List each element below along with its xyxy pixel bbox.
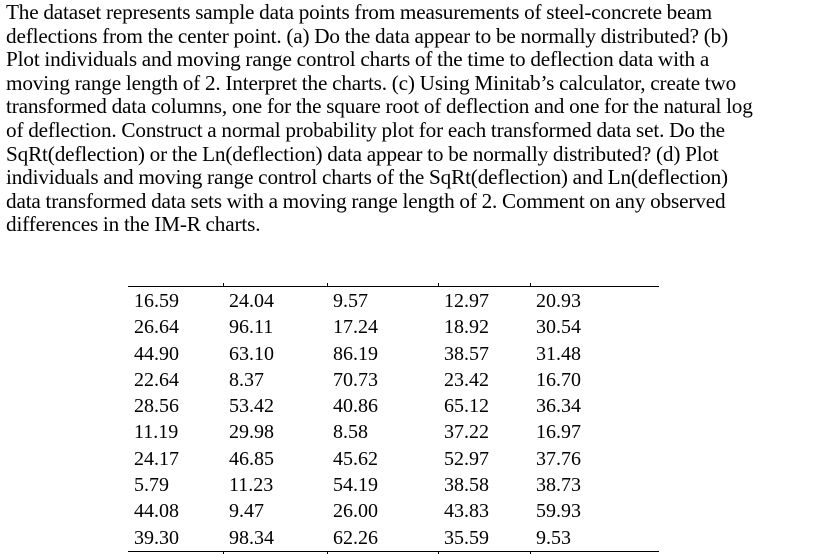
column-divider-tick — [223, 283, 224, 286]
table-row: 5.79 11.23 54.19 38.58 38.73 — [128, 472, 665, 498]
table-cell: 20.93 — [536, 290, 581, 312]
table-cell: 45.62 — [333, 447, 378, 470]
table-cell: 8.37 — [229, 368, 264, 391]
column-divider-tick — [327, 283, 328, 286]
table-cell: 44.08 — [134, 500, 179, 523]
table-cell: 11.23 — [229, 474, 274, 497]
table-row: 22.64 8.37 70.73 23.42 16.70 — [128, 367, 665, 393]
table-cell: 98.34 — [229, 526, 274, 549]
table-row: 24.17 46.85 45.62 52.97 37.76 — [128, 446, 665, 472]
table-cell: 22.64 — [134, 368, 179, 391]
table-cell: 30.54 — [536, 316, 581, 339]
table-cell: 29.98 — [229, 421, 274, 444]
table-cell: 36.34 — [536, 395, 581, 418]
table-cell: 38.58 — [444, 474, 489, 497]
table-cell: 9.57 — [333, 290, 368, 312]
table-row: 44.08 9.47 26.00 43.83 59.93 — [128, 498, 665, 524]
problem-line: of deflection. Construct a normal probab… — [6, 117, 725, 142]
table-cell: 26.00 — [333, 500, 378, 523]
problem-line: moving range length of 2. Interpret the … — [6, 70, 737, 95]
table-cell: 63.10 — [229, 342, 274, 365]
table-cell: 38.57 — [444, 342, 489, 365]
problem-line: data transformed data sets with a moving… — [6, 188, 726, 213]
table-cell: 17.24 — [333, 316, 378, 339]
table-cell: 23.42 — [444, 368, 489, 391]
table-row: 16.59 24.04 9.57 12.97 20.93 — [128, 288, 665, 314]
problem-line: The dataset represents sample data point… — [6, 0, 712, 24]
problem-line: deflections from the center point. (a) D… — [6, 23, 728, 48]
table-cell: 38.73 — [536, 474, 581, 497]
table-cell: 54.19 — [333, 474, 378, 497]
table-cell: 11.19 — [134, 421, 179, 444]
table-cell: 37.76 — [536, 447, 581, 470]
data-table: 16.59 24.04 9.57 12.97 20.93 26.64 96.11 17.24 1… — [128, 288, 665, 551]
table-cell: 39.30 — [134, 526, 179, 549]
table-cell: 24.04 — [229, 290, 274, 312]
table-cell: 5.79 — [134, 474, 169, 497]
table-cell: 53.42 — [229, 395, 274, 418]
table-cell: 52.97 — [444, 447, 489, 470]
table-row: 28.56 53.42 40.86 65.12 36.34 — [128, 393, 665, 419]
table-cell: 70.73 — [333, 368, 378, 391]
problem-line: individuals and moving range control cha… — [6, 165, 728, 190]
table-cell: 16.59 — [134, 290, 179, 312]
table-cell: 9.47 — [229, 500, 264, 523]
table-cell: 16.97 — [536, 421, 581, 444]
table-row: 39.30 98.34 62.26 35.59 9.53 — [128, 525, 665, 551]
table-cell: 35.59 — [444, 526, 489, 549]
problem-line: differences in the IM-R charts. — [6, 212, 261, 237]
problem-line: SqRt(deflection) or the Ln(deflection) d… — [6, 141, 719, 166]
table-cell: 46.85 — [229, 447, 274, 470]
table-row: 26.64 96.11 17.24 18.92 30.54 — [128, 314, 665, 340]
table-cell: 86.19 — [333, 342, 378, 365]
problem-statement: The dataset represents sample data point… — [6, 0, 828, 237]
table-cell: 8.58 — [333, 421, 368, 444]
column-divider-tick — [530, 283, 531, 286]
table-cell: 18.92 — [444, 316, 489, 339]
table-cell: 28.56 — [134, 395, 179, 418]
table-bottom-rule — [128, 551, 659, 552]
table-cell: 44.90 — [134, 342, 179, 365]
table-cell: 43.83 — [444, 500, 489, 523]
table-cell: 16.70 — [536, 368, 581, 391]
table-cell: 24.17 — [134, 447, 179, 470]
table-cell: 40.86 — [333, 395, 378, 418]
table-cell: 59.93 — [536, 500, 581, 523]
table-cell: 62.26 — [333, 526, 378, 549]
problem-line: transformed data columns, one for the sq… — [6, 94, 753, 119]
table-cell: 65.12 — [444, 395, 489, 418]
problem-line: Plot individuals and moving range contro… — [6, 47, 710, 72]
table-cell: 12.97 — [444, 290, 489, 312]
table-cell: 37.22 — [444, 421, 489, 444]
table-row: 44.90 63.10 86.19 38.57 31.48 — [128, 341, 665, 367]
table-cell: 26.64 — [134, 316, 179, 339]
column-divider-tick — [438, 283, 439, 286]
table-row: 11.19 29.98 8.58 37.22 16.97 — [128, 419, 665, 445]
table-cell: 31.48 — [536, 342, 581, 365]
table-cell: 9.53 — [536, 526, 571, 549]
table-top-rule — [128, 286, 659, 287]
table-cell: 96.11 — [229, 316, 274, 339]
